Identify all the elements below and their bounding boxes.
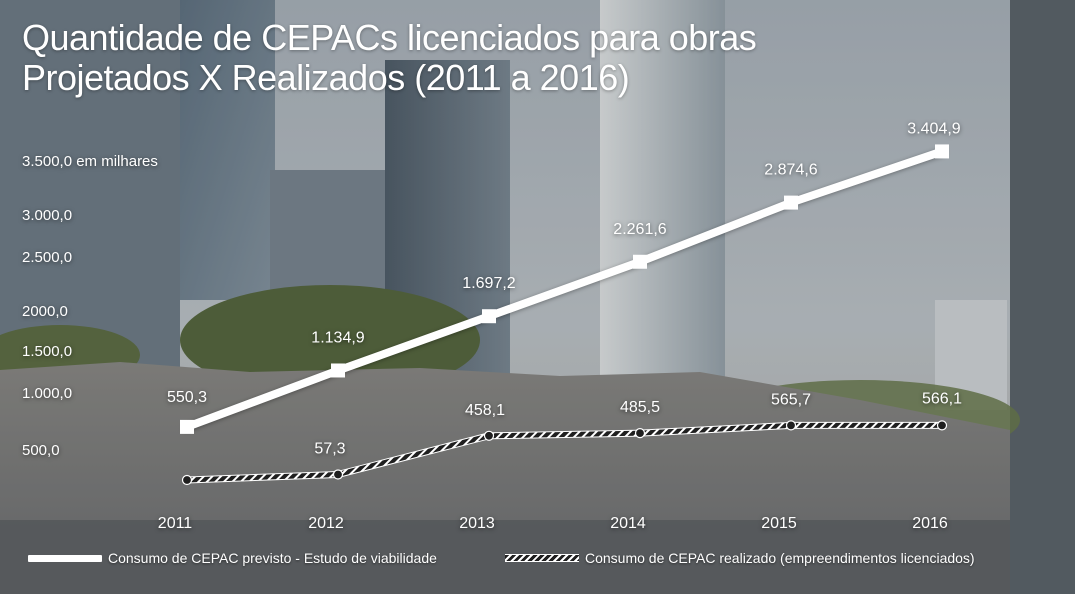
data-label-previsto: 1.697,2 (462, 275, 515, 292)
legend-label-realizado: Consumo de CEPAC realizado (empreendimen… (585, 550, 975, 566)
legend-swatch-realizado (505, 554, 579, 562)
data-label-previsto: 2.874,6 (764, 162, 817, 179)
series-line-realizado (184, 422, 945, 483)
series-point-realizado (785, 420, 797, 431)
series-line-previsto (183, 147, 946, 431)
x-tick-label: 2013 (459, 515, 495, 532)
data-label-realizado: 57,3 (314, 440, 345, 457)
y-tick-label: 1.000,0 (22, 385, 72, 402)
series-point-previsto (633, 254, 647, 269)
legend-swatch-previsto (28, 554, 102, 562)
data-label-realizado: 565,7 (771, 391, 811, 408)
series-point-realizado (936, 420, 948, 431)
y-tick-label: 2.500,0 (22, 249, 72, 266)
series-point-previsto (482, 309, 496, 324)
y-tick-label: 2000,0 (22, 303, 68, 320)
series-point-realizado (332, 469, 344, 480)
x-tick-label: 2012 (308, 515, 344, 532)
chart-legend: Consumo de CEPAC previsto - Estudo de vi… (0, 550, 1075, 576)
chart-title: Quantidade de CEPACs licenciados para ob… (22, 18, 922, 98)
chart-title-line-2: Projetados X Realizados (2011 a 2016) (22, 57, 630, 98)
x-tick-label: 2015 (761, 515, 797, 532)
x-tick-label: 2016 (912, 515, 948, 532)
series-point-realizado (634, 428, 646, 439)
series-point-previsto (784, 195, 798, 210)
legend-item-previsto: Consumo de CEPAC previsto - Estudo de vi… (28, 550, 437, 566)
series-point-previsto (180, 419, 194, 434)
data-label-previsto: 2.261,6 (613, 221, 666, 238)
y-tick-label: 500,0 (22, 442, 60, 459)
series-point-realizado (483, 430, 495, 441)
series-point-realizado (181, 474, 193, 486)
legend-label-previsto: Consumo de CEPAC previsto - Estudo de vi… (108, 550, 437, 566)
data-label-previsto: 3.404,9 (907, 120, 960, 137)
series-point-previsto (935, 144, 949, 159)
legend-item-realizado: Consumo de CEPAC realizado (empreendimen… (505, 550, 975, 566)
y-tick-label: 3.000,0 (22, 207, 72, 224)
data-label-realizado: 485,5 (620, 399, 660, 416)
y-tick-label: 3.500,0 em milhares (22, 153, 158, 170)
x-tick-label: 2011 (158, 515, 193, 532)
x-tick-label: 2014 (610, 515, 646, 532)
y-tick-label: 1.500,0 (22, 343, 72, 360)
data-label-realizado: 458,1 (465, 402, 505, 419)
series-point-previsto (331, 363, 345, 378)
data-label-previsto: 1.134,9 (311, 329, 364, 346)
chart-title-line-1: Quantidade de CEPACs licenciados para ob… (22, 17, 757, 58)
data-label-previsto: 550,3 (167, 389, 207, 406)
data-label-realizado: 566,1 (922, 390, 962, 407)
